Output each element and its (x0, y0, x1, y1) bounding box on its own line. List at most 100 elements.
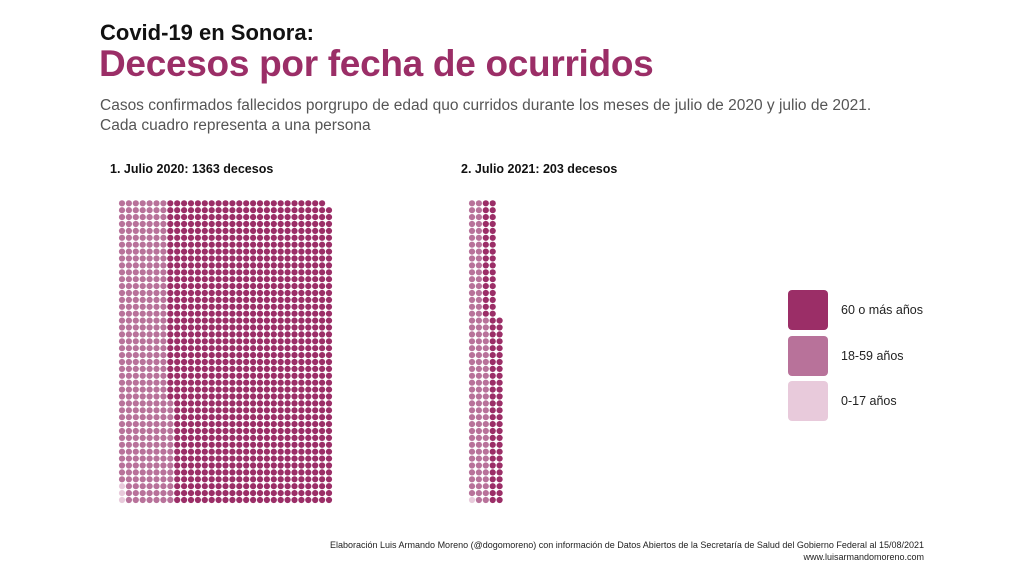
panel-title-2021: 2. Julio 2021: 203 decesos (461, 162, 618, 176)
waffle-dot (243, 283, 250, 290)
waffle-dot (298, 214, 305, 221)
waffle-dot (125, 386, 132, 393)
waffle-dot (222, 296, 229, 303)
waffle-dot (194, 490, 201, 497)
waffle-dot (250, 462, 257, 469)
waffle-dot (496, 386, 503, 393)
waffle-dot (256, 234, 264, 241)
waffle-dot (181, 331, 188, 338)
waffle-dot (256, 241, 264, 248)
waffle-dot (229, 214, 236, 221)
waffle-dot (139, 296, 146, 303)
waffle-dot (125, 379, 132, 386)
waffle-dot (305, 469, 312, 476)
waffle-dot (194, 262, 201, 269)
waffle-dot (312, 248, 319, 255)
waffle-dot (132, 338, 139, 345)
waffle-dot (208, 448, 215, 455)
waffle-dot (187, 490, 195, 497)
waffle-dot (277, 490, 284, 497)
waffle-dot (284, 365, 291, 372)
waffle-dot (284, 234, 291, 241)
waffle-dot (284, 448, 291, 455)
waffle-dot (298, 262, 305, 269)
waffle-dot (305, 365, 312, 372)
waffle-dot (222, 476, 229, 483)
waffle-dot (187, 324, 195, 331)
waffle-dot (468, 483, 476, 490)
waffle-dot (174, 441, 181, 448)
waffle-dot (475, 441, 482, 448)
waffle-dot (475, 220, 482, 228)
waffle-dot (489, 283, 496, 290)
waffle-dot (243, 269, 250, 276)
waffle-dot (298, 200, 305, 207)
waffle-dot (187, 365, 195, 372)
waffle-dot (132, 441, 139, 448)
waffle-dot (222, 490, 229, 497)
waffle-dot (139, 386, 146, 393)
waffle-dot (270, 434, 277, 441)
waffle-dot (270, 358, 277, 366)
waffle-dot (468, 358, 476, 366)
waffle-dot (305, 200, 312, 207)
waffle-dot (146, 358, 153, 366)
waffle-dot (243, 386, 250, 393)
waffle-dot (312, 338, 319, 345)
waffle-dot (181, 407, 188, 414)
waffle-dot (263, 241, 270, 248)
waffle-dot (250, 352, 257, 359)
waffle-dot (174, 462, 181, 469)
waffle-dot (139, 441, 146, 448)
waffle-dot (146, 393, 153, 400)
waffle-dot (187, 289, 195, 297)
waffle-dot (263, 400, 270, 407)
waffle-dot (194, 358, 201, 366)
waffle-dot (174, 255, 181, 262)
waffle-dot (250, 207, 257, 214)
waffle-dot (270, 338, 277, 345)
waffle-dot (229, 324, 236, 331)
waffle-dot (139, 227, 146, 234)
waffle-dot (194, 276, 201, 283)
waffle-dot (468, 220, 476, 228)
waffle-dot (174, 455, 181, 462)
waffle-dot (132, 393, 139, 400)
waffle-dot (201, 448, 208, 455)
waffle-dot (277, 421, 284, 428)
waffle-dot (489, 276, 496, 283)
waffle-dot (319, 490, 326, 497)
waffle-dot (160, 345, 167, 352)
waffle-dot (174, 400, 181, 407)
waffle-dot (256, 324, 264, 331)
waffle-dot (243, 276, 250, 283)
legend-label-18-59: 18-59 años (841, 349, 904, 363)
waffle-dot (256, 365, 264, 372)
waffle-dot (153, 462, 160, 469)
waffle-dot (250, 407, 257, 414)
waffle-dot (215, 269, 222, 276)
waffle-dot (139, 345, 146, 352)
waffle-dot (174, 352, 181, 359)
waffle-dot (482, 469, 489, 476)
waffle-dot (222, 434, 229, 441)
waffle-dot (277, 241, 284, 248)
waffle-dot (146, 483, 153, 490)
waffle-dot (215, 434, 222, 441)
waffle-dot (305, 455, 312, 462)
waffle-dot (201, 227, 208, 234)
waffle-dot (125, 200, 132, 207)
waffle-dot (312, 372, 319, 379)
waffle-dot (475, 276, 482, 283)
waffle-dot (208, 427, 215, 435)
waffle-dot (222, 414, 229, 421)
waffle-dot (146, 462, 153, 469)
waffle-dot (305, 379, 312, 386)
waffle-dot (181, 241, 188, 248)
waffle-dot (475, 421, 482, 428)
waffle-dot (174, 214, 181, 221)
waffle-dot (229, 421, 236, 428)
waffle-panel-2 (468, 200, 503, 504)
waffle-dot (208, 310, 215, 317)
waffle-dot (298, 434, 305, 441)
